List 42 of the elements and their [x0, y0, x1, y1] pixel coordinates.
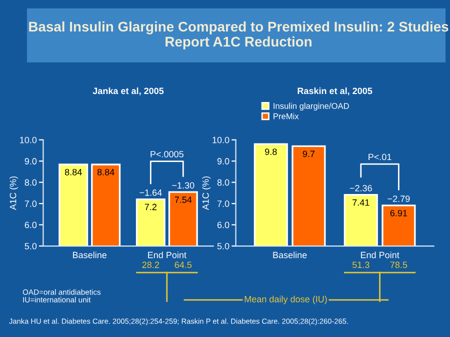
annotation: −1.30	[172, 182, 194, 189]
y-tick-label: 6.0	[24, 222, 37, 228]
y-axis-title: A1C (%)	[202, 176, 211, 210]
text: 51.3	[352, 262, 370, 268]
text: 64.5	[174, 262, 192, 268]
y-tick-label: 8.0	[217, 179, 230, 186]
y-tick-label: 7.0	[217, 200, 230, 207]
text: 28.2	[142, 262, 160, 268]
y-tick-label: 10.0	[20, 136, 37, 144]
chart-title: Janka et al, 2005	[92, 87, 164, 96]
data-label: 6.91	[390, 210, 408, 216]
y-tick-label: 7.0	[24, 200, 37, 207]
data-label: 8.84	[64, 168, 82, 176]
data-label: 7.41	[352, 199, 370, 206]
legend-label: Insulin glargine/OAD	[274, 102, 349, 111]
annotation: P<.01	[368, 154, 392, 160]
data-label: 8.84	[97, 168, 114, 176]
text: 78.5	[390, 262, 408, 268]
annotation: −2.79	[388, 196, 410, 202]
y-axis-title: A1C (%)	[10, 176, 18, 210]
annotation: −2.36	[350, 184, 372, 192]
annotation: P<.0005	[150, 151, 184, 158]
y-tick-label: 6.0	[217, 222, 230, 228]
data-label: 9.8	[265, 148, 277, 155]
y-tick-label: 9.0	[217, 158, 230, 164]
text: Basal Insulin Glargine Compared to Premixed Insulin: 2 Studies Report A1C Reduction	[29, 21, 448, 50]
data-label: 7.2	[144, 204, 156, 210]
x-tick-label: End Point	[148, 252, 186, 258]
data-label: 7.54	[174, 196, 192, 203]
data-label: 9.7	[302, 150, 315, 158]
annotation: −1.64	[140, 189, 162, 196]
x-tick-label: End Point	[360, 252, 400, 258]
y-tick-label: 10.0	[212, 136, 230, 144]
y-tick-label: 5.0	[217, 242, 230, 250]
y-tick-label: 5.0	[24, 242, 37, 250]
legend-label: PreMix	[274, 113, 299, 120]
x-tick-label: Baseline	[273, 252, 307, 258]
y-tick-label: 9.0	[24, 158, 37, 164]
chart-title: Raskin et al, 2005	[298, 87, 372, 96]
x-tick-label: Baseline	[73, 252, 107, 258]
text: Mean daily dose (IU)	[244, 296, 327, 304]
y-tick-label: 8.0	[24, 179, 37, 186]
